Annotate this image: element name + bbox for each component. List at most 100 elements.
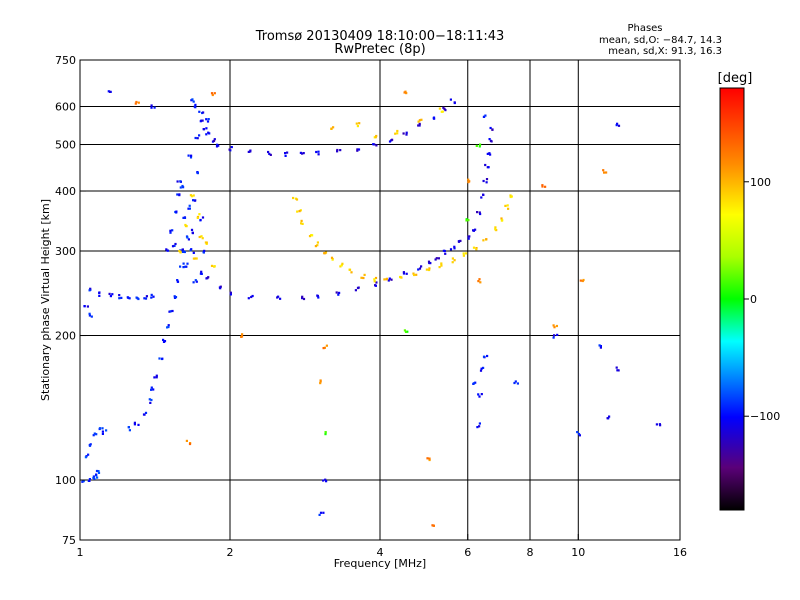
data-point (467, 237, 470, 240)
chart-title: Tromsø 20130409 18:10:00−18:11:43 (255, 29, 505, 44)
data-point (465, 252, 468, 255)
data-point (465, 218, 468, 221)
data-point (513, 381, 516, 385)
data-point (178, 194, 181, 197)
data-point (394, 132, 397, 135)
data-point (375, 144, 378, 147)
data-point (250, 295, 253, 299)
x-tick-label: 10 (571, 546, 585, 559)
data-point (166, 249, 169, 252)
data-point (357, 148, 361, 151)
data-point (484, 114, 487, 117)
data-point (399, 276, 402, 279)
data-point (207, 118, 210, 121)
data-point (88, 478, 91, 481)
data-point (229, 293, 232, 296)
data-point (268, 152, 271, 155)
data-point (144, 411, 148, 414)
data-point (467, 178, 470, 181)
data-point (556, 333, 559, 336)
data-point (428, 268, 431, 272)
data-point (472, 382, 476, 385)
data-point (153, 106, 156, 109)
data-point (205, 133, 208, 136)
data-point (494, 228, 497, 231)
data-point (93, 432, 96, 435)
data-point (330, 256, 334, 259)
x-tick-label: 1 (77, 546, 84, 559)
data-point (168, 310, 171, 313)
data-point (488, 138, 491, 141)
data-point (187, 238, 190, 241)
y-tick-label: 400 (55, 185, 76, 198)
data-point (188, 442, 192, 446)
data-point (218, 286, 221, 289)
data-point (478, 422, 481, 425)
data-point (478, 278, 481, 281)
data-point (412, 272, 415, 275)
data-point (363, 273, 366, 276)
data-point (402, 271, 405, 274)
data-point (373, 278, 376, 281)
data-point (374, 136, 377, 139)
data-point (150, 106, 153, 109)
data-point (296, 210, 299, 213)
data-point (335, 291, 338, 294)
data-point (339, 149, 342, 152)
data-point (173, 295, 176, 298)
data-point (468, 235, 471, 238)
data-point (277, 295, 280, 298)
data-point (179, 186, 182, 189)
data-point (577, 432, 581, 436)
data-point (186, 236, 189, 239)
data-point (478, 145, 481, 148)
data-point (185, 439, 188, 442)
data-point (183, 250, 186, 254)
data-point (388, 140, 392, 143)
data-point (171, 245, 175, 248)
data-point (201, 216, 205, 219)
data-point (350, 271, 353, 274)
data-point (301, 152, 304, 155)
data-point (190, 248, 193, 251)
data-point (501, 219, 504, 222)
data-point (205, 127, 208, 130)
data-point (485, 238, 488, 241)
y-tick-label: 500 (55, 139, 76, 152)
data-point (284, 154, 287, 157)
data-point (655, 423, 658, 426)
data-point (203, 249, 206, 252)
stats-x-line: mean, sd,X: 91.3, 16.3 (608, 46, 722, 57)
data-point (617, 369, 620, 372)
data-point (127, 426, 130, 429)
data-point (420, 118, 423, 121)
data-point (193, 199, 196, 202)
data-point (468, 180, 471, 183)
data-point (474, 381, 477, 384)
data-point (444, 252, 447, 255)
data-point (325, 344, 328, 347)
data-point (478, 425, 481, 428)
data-point (120, 296, 123, 299)
data-point (438, 266, 441, 269)
data-point (555, 324, 558, 328)
data-point (201, 119, 204, 122)
data-point (402, 132, 405, 135)
data-point (490, 140, 493, 143)
data-point (192, 100, 195, 103)
data-point (162, 338, 165, 341)
data-point (615, 124, 618, 127)
data-point (319, 382, 322, 385)
data-point (128, 297, 131, 300)
data-point (360, 276, 363, 279)
data-point (213, 138, 216, 141)
data-point (196, 137, 199, 140)
y-tick-label: 600 (55, 101, 76, 114)
data-point (144, 297, 148, 300)
y-tick-label: 75 (62, 534, 76, 547)
data-point (179, 265, 182, 268)
data-point (514, 380, 517, 383)
data-point (186, 262, 189, 265)
data-point (331, 258, 334, 261)
data-point (92, 475, 95, 478)
